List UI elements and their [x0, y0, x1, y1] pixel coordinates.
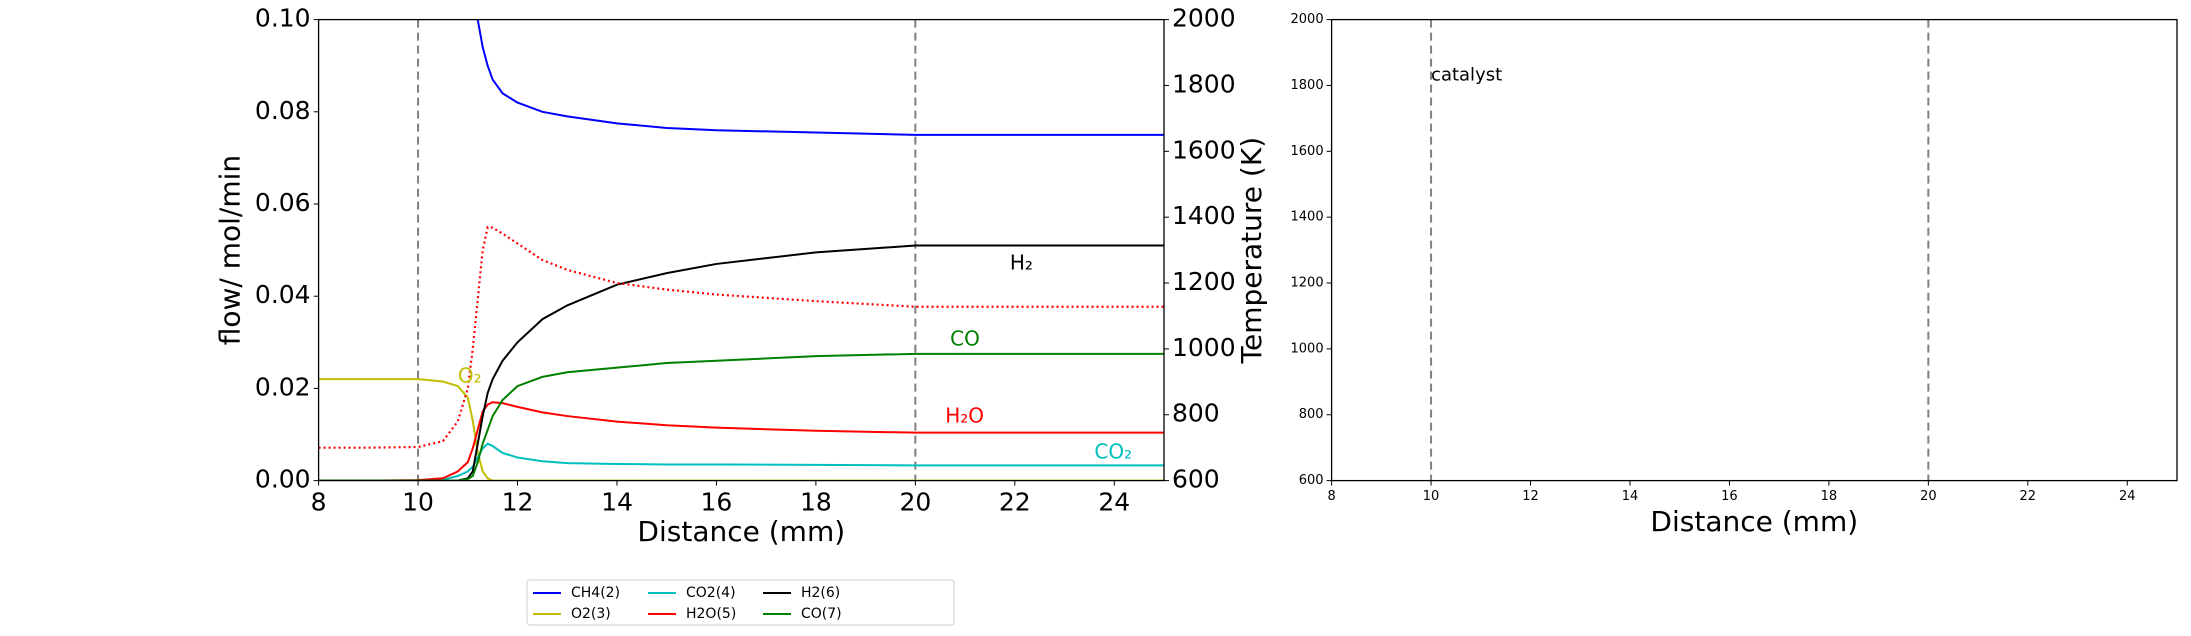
x-tick-label: 20	[899, 488, 931, 517]
x-tick-label: 10	[402, 488, 434, 517]
y2-tick-label: 1400	[1172, 201, 1236, 230]
x-tick-label: 18	[1821, 489, 1838, 504]
y2-axis-label: Temperature (K)	[1235, 137, 1268, 364]
legend-box	[526, 579, 955, 626]
series-line	[476, 19, 1164, 136]
y-axis-label: flow/ mol/min	[214, 155, 247, 345]
legend-label: CO(7)	[801, 606, 842, 622]
legend-label: O2(3)	[571, 606, 611, 622]
annotation: CO	[950, 326, 980, 350]
y-tick-label: 2000	[1291, 12, 1324, 27]
x-tick-label: 16	[701, 488, 733, 517]
x-tick-label: 18	[800, 488, 832, 517]
y-tick-label: 0.04	[255, 280, 311, 309]
y2-tick-label: 2000	[1172, 4, 1236, 33]
y2-tick-label: 1600	[1172, 135, 1236, 164]
legend-label: H2(6)	[801, 585, 840, 601]
plot-frame	[1330, 18, 2178, 482]
annotation: H₂O	[945, 403, 984, 427]
x-tick-label: 14	[601, 488, 633, 517]
y2-tick-label: 800	[1172, 399, 1220, 428]
x-tick-label: 24	[2119, 489, 2136, 504]
x-tick-label: 24	[1098, 488, 1130, 517]
x-tick-label: 14	[1622, 489, 1639, 504]
legend-label: CH4(2)	[571, 585, 620, 601]
x-tick-label: 12	[502, 488, 534, 517]
y-tick-label: 800	[1299, 407, 1324, 422]
y2-tick-label: 600	[1172, 465, 1220, 494]
legend-label: H2O(5)	[686, 606, 736, 622]
x-tick-label: 8	[1327, 489, 1335, 504]
y-tick-label: 1000	[1291, 341, 1324, 356]
annotation: O₂	[458, 363, 482, 387]
y2-tick-label: 1800	[1172, 69, 1236, 98]
x-tick-label: 12	[1522, 489, 1539, 504]
series-line	[318, 244, 1164, 481]
x-axis-label: Distance (mm)	[637, 515, 845, 548]
y2-tick-label: 1000	[1172, 333, 1236, 362]
series-line	[318, 442, 1164, 481]
x-axis-label: Distance (mm)	[1650, 505, 1858, 538]
annotation: H₂	[1010, 250, 1033, 274]
y-tick-label: 0.08	[255, 96, 311, 125]
x-tick-label: 22	[999, 488, 1031, 517]
y-tick-label: 1200	[1291, 276, 1324, 291]
y2-tick-label: 1200	[1172, 267, 1236, 296]
plot-frame	[317, 18, 1165, 482]
x-tick-label: 10	[1423, 489, 1440, 504]
y-tick-label: 600	[1299, 473, 1324, 488]
y-tick-label: 1800	[1291, 78, 1324, 93]
y-tick-label: 0.10	[255, 4, 311, 33]
legend-label: CO2(4)	[686, 585, 736, 601]
x-tick-label: 20	[1920, 489, 1937, 504]
x-tick-label: 16	[1721, 489, 1738, 504]
annotation: CO₂	[1094, 439, 1132, 463]
annotation: catalyst	[1431, 65, 1502, 86]
y-tick-label: 0.00	[255, 465, 311, 494]
series-line	[318, 352, 1164, 481]
y-tick-label: 1400	[1291, 210, 1324, 225]
series-line	[318, 401, 1164, 481]
x-tick-label: 22	[2020, 489, 2037, 504]
y-tick-label: 0.02	[255, 372, 311, 401]
y-tick-label: 1600	[1291, 144, 1324, 159]
y-tick-label: 0.06	[255, 188, 311, 217]
x-tick-label: 8	[311, 488, 327, 517]
